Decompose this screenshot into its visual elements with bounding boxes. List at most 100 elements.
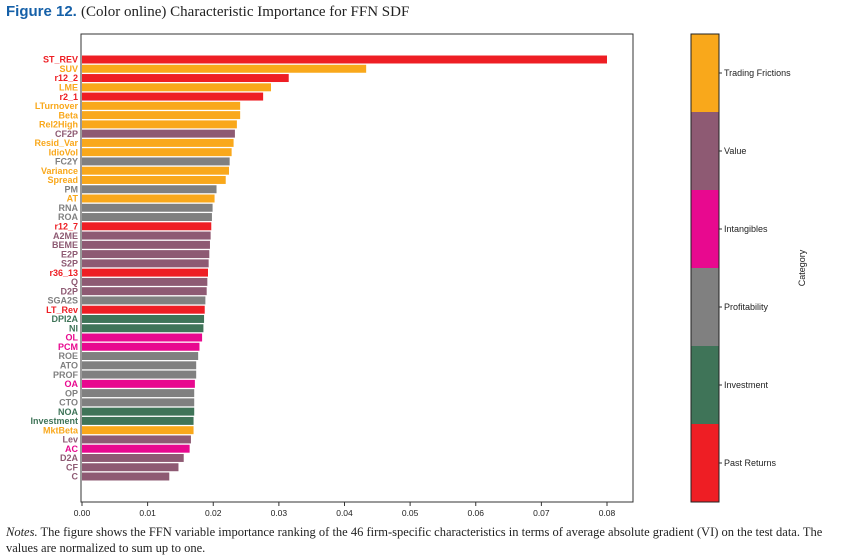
bar-label: r12_2: [54, 73, 78, 83]
bar-r12-7: [82, 222, 212, 231]
bar-lme: [82, 83, 271, 92]
bar-label: OL: [66, 333, 79, 343]
bar-variance: [82, 166, 229, 175]
figure-notes: Notes. The figure shows the FFN variable…: [6, 524, 842, 556]
colorbar-tick-label: Past Returns: [724, 458, 777, 468]
bar-sga2s: [82, 296, 206, 305]
colorbar-tick-label: Profitability: [724, 302, 769, 312]
colorbar-tick-label: Investment: [724, 380, 769, 390]
colorbar-segment-investment: [691, 346, 719, 424]
bar-beta: [82, 111, 241, 120]
x-tick-label: 0.00: [74, 508, 91, 518]
bar-label: Variance: [41, 166, 78, 176]
bar-label: PROF: [53, 370, 79, 380]
bar-label: Beta: [58, 110, 79, 120]
bar-ato: [82, 361, 197, 370]
bar-label: MktBeta: [43, 425, 79, 435]
bar-label: Investment: [30, 416, 78, 426]
bar-q: [82, 277, 208, 286]
bar-rel2high: [82, 120, 237, 129]
bar-d2a: [82, 453, 184, 462]
category-colorbar: Trading Frictions Value Intangibles Profita…: [690, 33, 807, 503]
bar-label: Lev: [62, 435, 78, 445]
bar-s2p: [82, 259, 209, 268]
bar-suv: [82, 64, 367, 73]
colorbar-tick-label: Trading Frictions: [724, 68, 791, 78]
bar-spread: [82, 175, 226, 184]
notes-text: The figure shows the FFN variable import…: [6, 525, 823, 555]
x-tick-label: 0.04: [336, 508, 353, 518]
bar-lturnover: [82, 101, 241, 110]
bar-idiovol: [82, 148, 232, 157]
colorbar-frame: [690, 33, 720, 503]
bar-label: OA: [65, 379, 79, 389]
x-tick-label: 0.03: [271, 508, 288, 518]
bar-pcm: [82, 342, 200, 351]
bar-label: OP: [65, 388, 78, 398]
bar-label: r12_7: [54, 222, 78, 232]
bar-label: CF2P: [55, 129, 78, 139]
notes-lead: Notes.: [6, 525, 38, 539]
bar-label: RNA: [59, 203, 79, 213]
bar-label: LTurnover: [35, 101, 79, 111]
bar-resid-var: [82, 138, 234, 147]
bar-at: [82, 194, 215, 203]
bar-label: C: [72, 472, 79, 482]
bar-mktbeta: [82, 426, 194, 435]
bar-label: PCM: [58, 342, 78, 352]
bar-roe: [82, 352, 199, 361]
bar-prof: [82, 370, 197, 379]
x-tick-label: 0.01: [139, 508, 156, 518]
bar-label: IdioVol: [49, 147, 78, 157]
bar-fc2y: [82, 157, 230, 166]
bar-label: NI: [69, 323, 78, 333]
bar-c: [82, 472, 170, 481]
bar-ni: [82, 324, 204, 333]
bar-a2me: [82, 231, 211, 240]
bar-label: Resid_Var: [34, 138, 78, 148]
colorbar-segment-past-returns: [691, 424, 719, 502]
bar-st-rev: [82, 55, 607, 64]
colorbar-segment-value: [691, 112, 719, 190]
bar-label: FC2Y: [55, 157, 78, 167]
bar-investment: [82, 416, 194, 425]
bar-label: DPI2A: [51, 314, 78, 324]
figure-label: Figure 12.: [6, 3, 77, 20]
plot-area: ST_REVSUVr12_2LMEr2_1LTurnoverBetaRel2Hi…: [30, 33, 634, 518]
bar-label: CF: [66, 462, 78, 472]
bar-roa: [82, 213, 212, 222]
bar-lt-rev: [82, 305, 205, 314]
bar-label: PM: [65, 184, 79, 194]
bar-label: S2P: [61, 259, 78, 269]
x-tick-label: 0.07: [533, 508, 550, 518]
bar-r2-1: [82, 92, 264, 101]
colorbar-segment-intangibles: [691, 190, 719, 268]
bar-label: Q: [71, 277, 78, 287]
importance-chart: ST_REVSUVr12_2LMEr2_1LTurnoverBetaRel2Hi…: [30, 33, 807, 518]
bar-label: ATO: [60, 361, 78, 371]
bar-label: ROA: [58, 212, 79, 222]
colorbar-segment-trading-frictions: [691, 34, 719, 112]
bar-ac: [82, 444, 190, 453]
bar-label: ST_REV: [43, 55, 78, 65]
bar-label: CTO: [59, 398, 78, 408]
bar-cf2p: [82, 129, 235, 138]
bar-rna: [82, 203, 213, 212]
bar-d2p: [82, 287, 207, 296]
bar-op: [82, 389, 195, 398]
bar-label: r36_13: [49, 268, 78, 278]
bar-e2p: [82, 250, 210, 259]
bar-oa: [82, 379, 195, 388]
bar-label: SUV: [59, 64, 78, 74]
x-tick-label: 0.05: [402, 508, 419, 518]
bar-r36-13: [82, 268, 208, 277]
bar-dpi2a: [82, 314, 205, 323]
x-tick-label: 0.02: [205, 508, 222, 518]
colorbar-tick-label: Intangibles: [724, 224, 768, 234]
colorbar-label: Category: [797, 249, 807, 286]
bar-label: LME: [59, 83, 78, 93]
bar-label: AC: [65, 444, 78, 454]
bar-label: AT: [67, 194, 79, 204]
x-tick-label: 0.06: [467, 508, 484, 518]
colorbar-tick-label: Value: [724, 146, 746, 156]
